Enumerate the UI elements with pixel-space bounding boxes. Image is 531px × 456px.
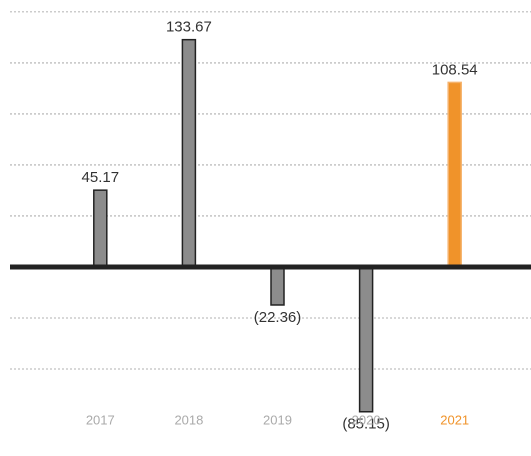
value-label: 45.17: [82, 169, 120, 186]
x-tick-label: 2019: [263, 412, 292, 427]
x-tick-label: 2018: [174, 412, 203, 427]
bar: [270, 266, 285, 306]
value-label: (22.36): [254, 309, 302, 326]
value-label: 133.67: [166, 19, 212, 36]
bar: [181, 38, 197, 268]
bar: [93, 189, 108, 268]
bar: [358, 266, 374, 413]
value-label: (85.15): [342, 416, 390, 433]
x-tick-label: 2021: [440, 412, 469, 427]
bar: [447, 81, 462, 268]
value-label: 108.54: [432, 61, 478, 78]
x-tick-label: 2020: [352, 412, 381, 427]
x-tick-label: 2017: [86, 412, 115, 427]
